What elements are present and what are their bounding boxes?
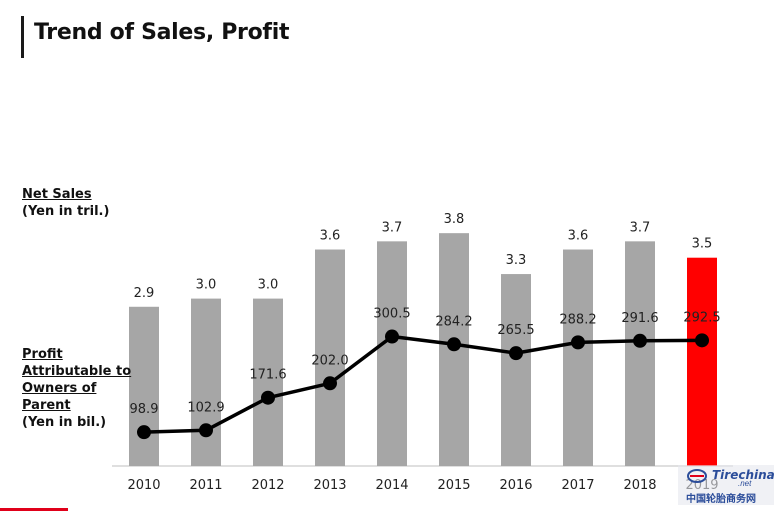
profit-label-2018: 291.6 xyxy=(621,311,658,326)
bar-2011 xyxy=(191,298,221,466)
bar-label-2011: 3.0 xyxy=(196,278,217,293)
bar-label-2014: 3.7 xyxy=(382,220,403,235)
bar-2017 xyxy=(563,249,593,466)
profit-point-2013 xyxy=(323,376,337,391)
bar-2019 xyxy=(687,257,717,466)
profit-label-2013: 202.0 xyxy=(311,353,348,368)
watermark-subtext: .net xyxy=(738,479,752,488)
profit-line xyxy=(143,334,703,434)
profit-point-2014 xyxy=(385,329,399,344)
watermark-text: Tirechina xyxy=(712,468,775,482)
profit-label: Profit Attributable to Owners of Parent … xyxy=(22,346,131,431)
net-sales-label-line1: Net Sales xyxy=(22,187,92,202)
profit-label-2014: 300.5 xyxy=(373,307,410,322)
profit-label-line4: Parent xyxy=(22,398,71,413)
bar-label-2010: 2.9 xyxy=(134,286,155,301)
x-tick-2012: 2012 xyxy=(251,478,284,493)
bar-2018 xyxy=(625,241,655,466)
profit-label-2017: 288.2 xyxy=(559,312,596,327)
profit-label-line5: (Yen in bil.) xyxy=(22,415,107,430)
profit-label-line2: Attributable to xyxy=(22,364,132,379)
profit-label-2012: 171.6 xyxy=(249,368,286,383)
profit-label-2011: 102.9 xyxy=(187,400,224,415)
profit-point-2010 xyxy=(137,425,151,440)
bar-2012 xyxy=(253,298,283,466)
profit-point-2018 xyxy=(633,333,647,348)
bar-label-2013: 3.6 xyxy=(320,229,341,244)
profit-label-2015: 284.2 xyxy=(435,314,472,329)
net-sales-label-line2: (Yen in tril.) xyxy=(22,204,110,219)
profit-label-line1: Profit xyxy=(22,347,63,362)
profit-point-2016 xyxy=(509,346,523,361)
title-accent-bar xyxy=(21,16,24,58)
profit-point-2011 xyxy=(199,423,213,438)
x-tick-2010: 2010 xyxy=(127,478,160,493)
bar-2014 xyxy=(377,241,407,466)
bar-label-2018: 3.7 xyxy=(630,220,651,235)
profit-point-2015 xyxy=(447,337,461,352)
profit-point-2012 xyxy=(261,390,275,405)
bottom-accent-bar xyxy=(0,508,68,511)
x-tick-2013: 2013 xyxy=(313,478,346,493)
profit-point-2019 xyxy=(695,333,709,348)
bar-2013 xyxy=(315,249,345,466)
bar-2016 xyxy=(501,274,531,466)
x-tick-2017: 2017 xyxy=(561,478,594,493)
x-tick-2015: 2015 xyxy=(437,478,470,493)
watermark-cn-text: 中国轮胎商务网 xyxy=(686,494,756,505)
tire-logo-icon xyxy=(687,469,707,483)
bar-label-2015: 3.8 xyxy=(444,212,465,227)
bar-label-2012: 3.0 xyxy=(258,278,279,293)
x-tick-2016: 2016 xyxy=(499,478,532,493)
bar-2010 xyxy=(129,306,159,466)
profit-label-2016: 265.5 xyxy=(497,323,534,338)
page-title: Trend of Sales, Profit xyxy=(34,20,290,45)
net-sales-label: Net Sales (Yen in tril.) xyxy=(22,186,109,220)
bar-label-2016: 3.3 xyxy=(506,253,527,268)
x-tick-2014: 2014 xyxy=(375,478,408,493)
profit-point-2017 xyxy=(571,335,585,350)
x-tick-2018: 2018 xyxy=(623,478,656,493)
bar-label-2019: 3.5 xyxy=(692,237,713,252)
profit-label-line3: Owners of xyxy=(22,381,97,396)
watermark-background xyxy=(678,465,774,505)
profit-label-2019: 292.5 xyxy=(683,310,720,325)
bar-label-2017: 3.6 xyxy=(568,229,589,244)
profit-label-2010: 98.9 xyxy=(130,402,159,417)
x-tick-2011: 2011 xyxy=(189,478,222,493)
